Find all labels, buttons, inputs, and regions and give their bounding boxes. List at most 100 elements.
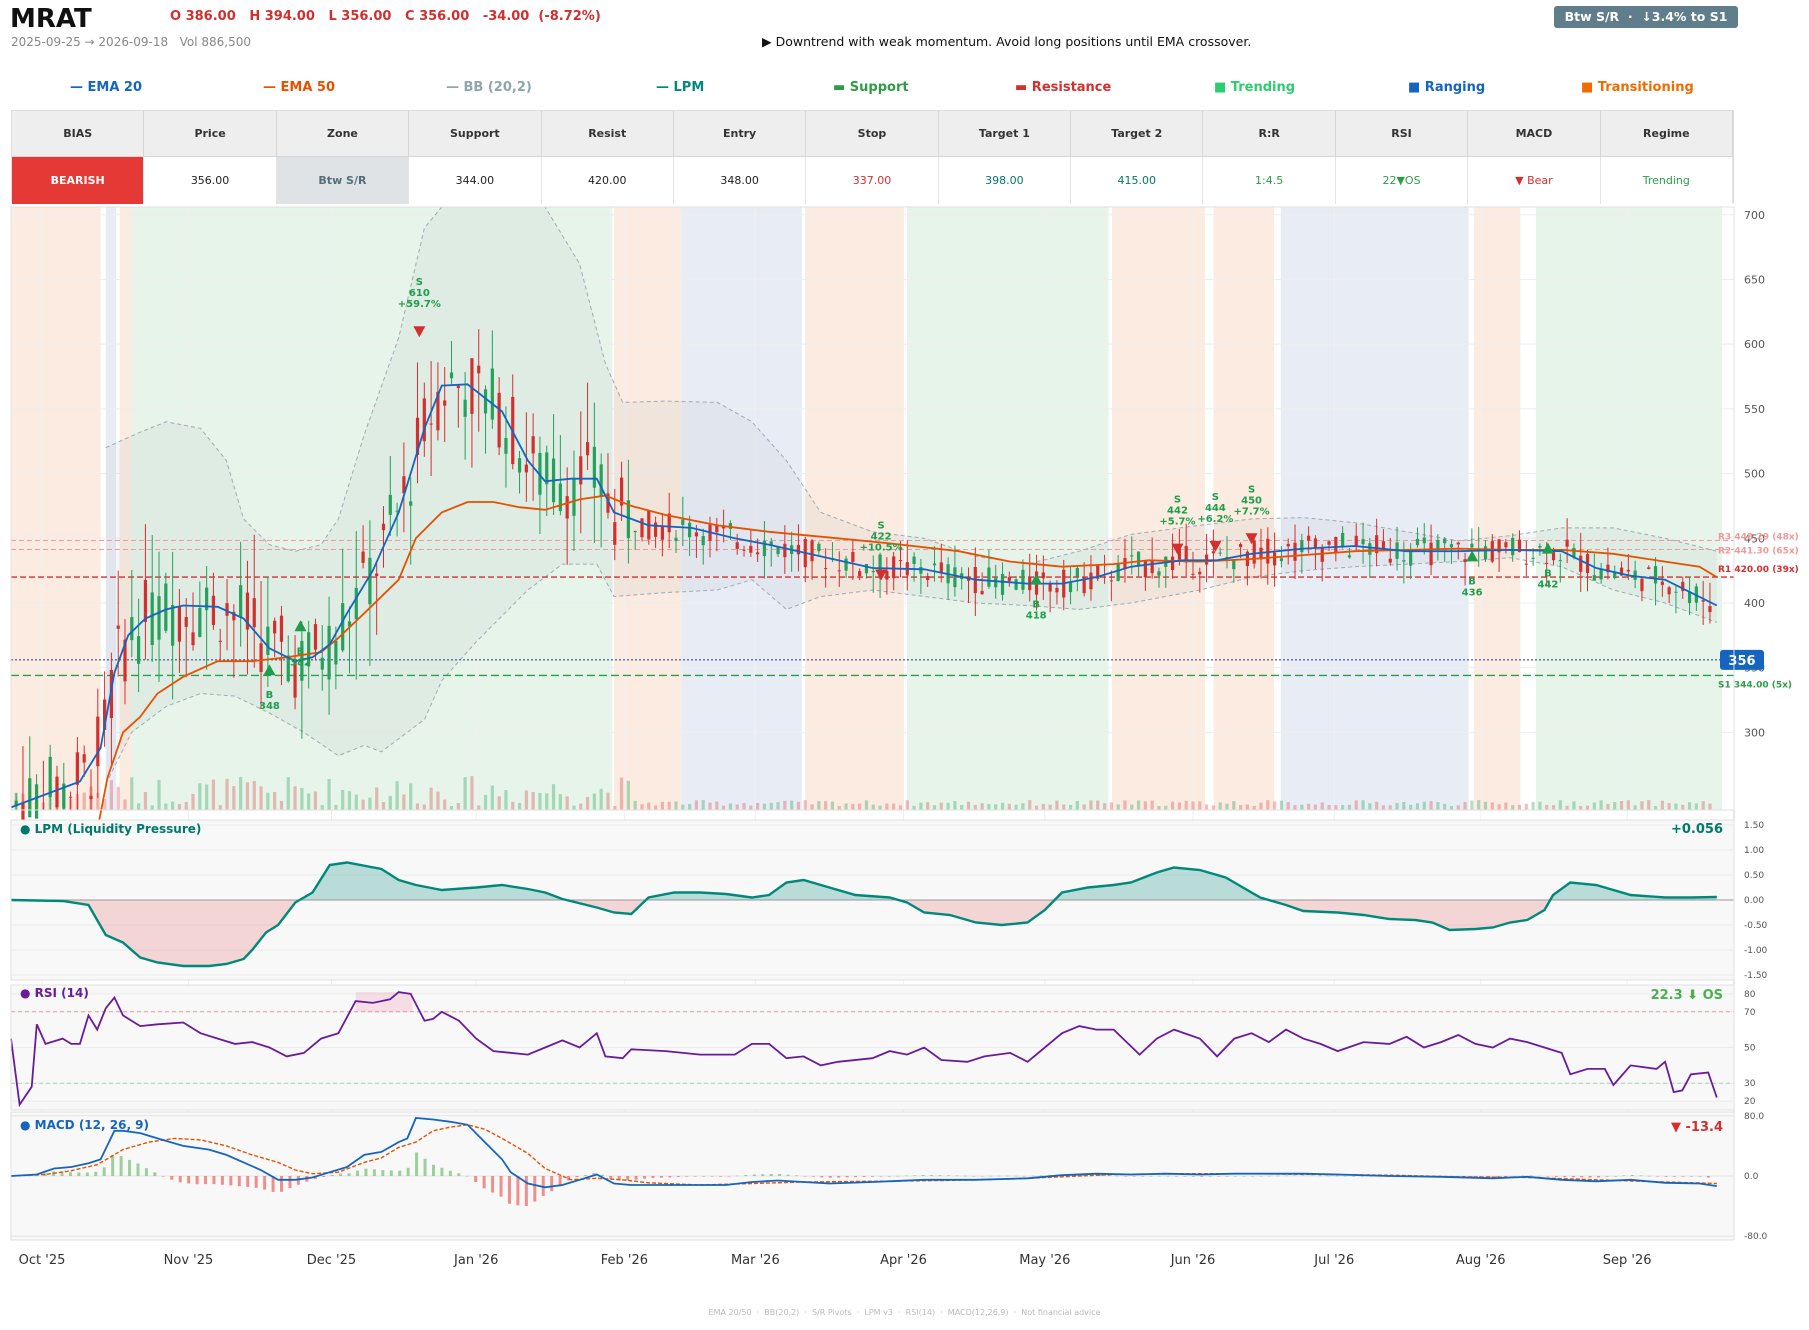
candle-body [1565,539,1569,547]
volume-bar [504,790,508,810]
candle-body [1504,542,1508,548]
candle-body [742,549,746,551]
col-header-stop: Stop [806,111,939,157]
candle-body [885,570,889,580]
macd-histogram-bar [896,1175,900,1177]
sell-signal-label: 422 [871,531,892,542]
macd-histogram-bar [769,1173,773,1176]
candle-body [483,389,488,414]
volume-bar [164,803,168,810]
legend-resistance: ▬ Resistance [1015,80,1112,95]
col-header-regime: Regime [1600,111,1733,157]
buy-signal-marker [1466,550,1479,562]
candle-body [415,417,420,456]
cell-support: 344.00 [409,157,542,204]
candle-body [980,591,984,595]
macd-histogram-bar [288,1176,292,1189]
sell-signal-marker [413,326,426,338]
candle-body [449,372,454,379]
lpm-tick-label: 1.00 [1744,846,1764,856]
candle-body [1667,587,1671,595]
volume-bar [1007,803,1011,810]
candle-body [912,556,916,564]
volume-bar [545,793,549,810]
ticker-symbol: MRAT [10,4,92,34]
volume-bar [783,800,787,810]
candle-body [1687,592,1692,604]
macd-histogram-bar [533,1176,537,1202]
macd-histogram-bar [567,1176,571,1181]
candle-body [1286,543,1290,547]
candle-body [368,557,372,605]
candle-body [354,587,358,620]
volume-bar [722,805,726,810]
macd-histogram-bar [1107,1175,1111,1176]
volume-bar [1170,801,1175,810]
volume-bar [1034,805,1039,810]
sell-signal-label: 442 [1167,506,1188,517]
macd-histogram-bar [1039,1175,1043,1176]
volume-bar [279,800,284,810]
volume-bar [1089,800,1093,810]
volume-bar [96,792,100,810]
buy-signal-label: 436 [1462,587,1483,598]
candle-body [1524,563,1528,565]
candle-body [1619,567,1624,576]
volume-bar [1504,802,1508,810]
macd-histogram-bar [1360,1176,1364,1177]
volume-bar [1538,801,1542,810]
cell-bias: BEARISH [12,157,145,204]
volume-bar [245,782,250,810]
macd-tick-label: 0.0 [1744,1172,1759,1182]
volume-bar [1402,802,1406,810]
candle-body [1354,535,1358,546]
sell-signal-label: S [1174,495,1181,506]
volume-bar [1021,803,1025,810]
buy-signal-label: B [1468,576,1476,587]
zone-badge: Btw S/R · ↓3.4% to S1 [1554,6,1738,28]
sell-signal-label: 444 [1205,503,1226,514]
candle-body [599,464,603,497]
volume-bar [1354,800,1358,810]
cell-target2: 415.00 [1071,157,1204,204]
volume-bar [749,805,753,810]
macd-histogram-bar [1546,1176,1550,1177]
candle-body [1361,539,1365,545]
macd-histogram-bar [811,1176,815,1177]
macd-histogram-bar [237,1176,241,1187]
candle-body [443,400,447,406]
macd-histogram-bar [144,1168,148,1176]
volume-bar [987,804,991,810]
volume-bar [1388,805,1392,810]
volume-bar [422,804,426,810]
macd-histogram-bar [1639,1175,1643,1176]
macd-histogram-bar [1174,1176,1178,1177]
candle-body [1334,537,1338,554]
macd-histogram-bar [1673,1176,1677,1177]
cell-macd: ▼ Bear [1468,157,1601,204]
lpm-value: +0.056 [1671,822,1723,837]
volume-bar [402,794,406,810]
macd-title: ● MACD (12, 26, 9) [20,1118,149,1132]
volume-bar [157,779,161,810]
macd-histogram-bar [1563,1176,1567,1178]
volume-bar [1000,802,1005,810]
cell-entry: 348.00 [673,157,807,204]
macd-histogram-bar [989,1175,993,1177]
rsi-tick-label: 80 [1744,990,1756,1000]
candle-body [504,437,508,454]
volume-bar [307,793,311,810]
macd-histogram-bar [1495,1176,1499,1177]
volume-bar [1470,800,1474,810]
volume-bar [443,799,447,810]
macd-histogram-bar [1234,1176,1238,1177]
macd-histogram-bar [972,1175,976,1177]
macd-histogram-bar [668,1176,672,1178]
candle-body [1089,572,1093,590]
volume-bar [171,801,175,810]
macd-histogram-bar [558,1176,562,1187]
volume-bar [177,804,182,810]
candle-body [184,617,188,627]
candle-body [1497,539,1501,553]
